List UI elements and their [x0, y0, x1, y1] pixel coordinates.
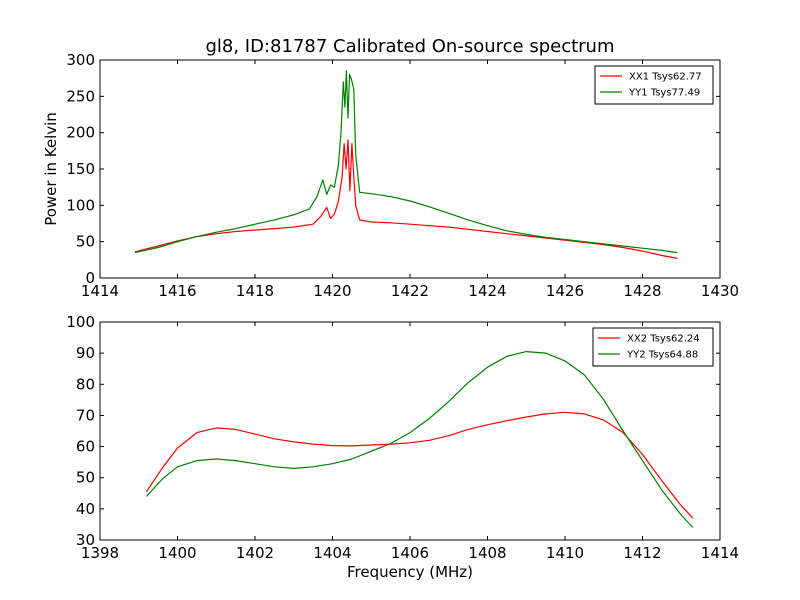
bottom-xtick-label: 1402 — [236, 544, 274, 562]
top-legend-label-1: XX1 Tsys62.77 — [629, 72, 702, 83]
top-ytick-label: 100 — [66, 196, 95, 214]
top-ytick-label: 250 — [66, 87, 95, 105]
top-xtick-label: 1430 — [701, 282, 739, 300]
top-ytick-label: 150 — [66, 160, 95, 178]
top-xtick-label: 1414 — [81, 282, 119, 300]
top-xtick-label: 1424 — [468, 282, 506, 300]
bottom-xtick-label: 1408 — [468, 544, 506, 562]
bottom-xtick-label: 1406 — [391, 544, 429, 562]
top-xtick-label: 1420 — [313, 282, 351, 300]
bottom-ytick-label: 30 — [76, 531, 95, 549]
bottom-ytick-label: 50 — [76, 469, 95, 487]
top-ytick-label: 300 — [66, 51, 95, 69]
top-legend-box — [594, 65, 714, 105]
top-chart: 1414 1416 1418 1420 1422 1424 1426 1428 1430 0 50 1… — [66, 51, 739, 300]
top-series-line-2 — [134, 70, 678, 254]
bottom-legend-label-2: YY2 Tsys64.88 — [626, 350, 698, 361]
top-legend-label-2: YY1 Tsys77.49 — [628, 88, 700, 99]
bottom-chart-xlabel: Frequency (MHz) — [347, 563, 473, 581]
bottom-xtick-label: 1410 — [546, 544, 584, 562]
bottom-xtick-label: 1404 — [313, 544, 351, 562]
bottom-ytick-label: 40 — [76, 500, 95, 518]
top-ytick-label: 0 — [85, 269, 95, 287]
top-xtick-label: 1416 — [158, 282, 196, 300]
top-series-line-1 — [134, 139, 678, 259]
bottom-xtick-label: 1398 — [81, 544, 119, 562]
top-ytick-label: 200 — [66, 124, 95, 142]
top-xtick-label: 1426 — [546, 282, 584, 300]
bottom-ytick-label: 60 — [76, 438, 95, 456]
bottom-series-line-2 — [146, 351, 694, 528]
bottom-xtick-label: 1400 — [158, 544, 196, 562]
bottom-ytick-label: 90 — [76, 344, 95, 362]
top-chart-title: gl8, ID:81787 Calibrated On-source spect… — [205, 36, 614, 57]
bottom-legend-label-1: XX2 Tsys62.24 — [627, 334, 700, 345]
bottom-chart: 1398 1400 1402 1404 1406 1408 1410 1412 1414 30 40… — [66, 313, 739, 562]
bottom-ytick-label: 100 — [66, 313, 95, 331]
bottom-xtick-label: 1412 — [623, 544, 661, 562]
top-ytick-label: 50 — [76, 233, 95, 251]
bottom-xtick-label: 1414 — [701, 544, 739, 562]
top-chart-ylabel: Power in Kelvin — [42, 112, 60, 226]
top-xtick-label: 1418 — [236, 282, 274, 300]
bottom-ytick-label: 70 — [76, 406, 95, 424]
top-xtick-label: 1422 — [391, 282, 429, 300]
bottom-series-line-1 — [146, 411, 694, 519]
top-xtick-label: 1428 — [623, 282, 661, 300]
bottom-legend-box — [592, 327, 714, 367]
bottom-ytick-label: 80 — [76, 375, 95, 393]
